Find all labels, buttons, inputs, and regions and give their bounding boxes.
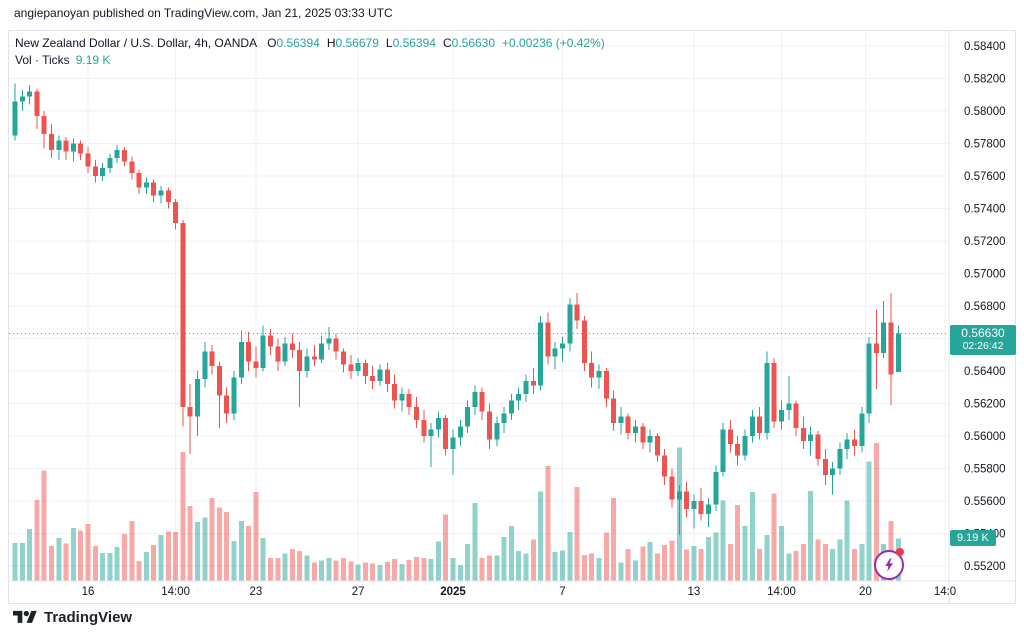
- chart-frame: 0.58400 0.58200 0.58000 0.57800 0.57600 0.574…: [8, 30, 1016, 604]
- svg-text:0.57800: 0.57800: [964, 139, 1006, 151]
- svg-text:0.55600: 0.55600: [964, 496, 1006, 508]
- svg-text:14:0: 14:0: [934, 586, 956, 598]
- svg-text:0.58400: 0.58400: [964, 41, 1006, 53]
- svg-text:16: 16: [82, 586, 95, 598]
- svg-text:27: 27: [352, 586, 365, 598]
- svg-text:0.57600: 0.57600: [964, 171, 1006, 183]
- symbol-title: New Zealand Dollar / U.S. Dollar, 4h, OA…: [15, 36, 258, 50]
- ohlc-close-label: C: [442, 36, 452, 50]
- svg-text:0.56000: 0.56000: [964, 431, 1006, 443]
- ohlc-close-value: 0.56630: [451, 36, 496, 50]
- tradingview-logo-icon: [13, 610, 37, 623]
- last-price-value: 0.56630: [961, 325, 1005, 340]
- ohlc-high-value: 0.56679: [335, 36, 379, 50]
- notification-dot: [896, 548, 904, 556]
- watermark-text: TradingView: [44, 609, 133, 626]
- attribution-text: angiepanoyan published on TradingView.co…: [14, 6, 393, 20]
- svg-text:0.56800: 0.56800: [964, 301, 1006, 313]
- lightning-bolt-icon: [885, 558, 893, 572]
- ohlc-open-value: 0.56394: [276, 36, 320, 50]
- ohlc-low-value: 0.56394: [392, 36, 436, 50]
- legend-symbol-row: New Zealand Dollar / U.S. Dollar, 4h, OA…: [15, 35, 605, 52]
- ohlc-high-label: H: [326, 36, 336, 50]
- svg-text:13: 13: [688, 586, 701, 598]
- tradingview-watermark[interactable]: TradingView: [13, 608, 132, 627]
- svg-text:0.58200: 0.58200: [964, 74, 1006, 86]
- ohlc-open-label: O: [267, 36, 277, 50]
- svg-text:0.55200: 0.55200: [964, 561, 1006, 573]
- legend-volume-row: Vol · Ticks 9.19 K: [15, 52, 605, 69]
- svg-text:14:00: 14:00: [161, 586, 190, 598]
- svg-text:0.56400: 0.56400: [964, 366, 1006, 378]
- volume-axis-badge: 9.19 K: [950, 529, 996, 546]
- volume-value: 9.19 K: [75, 53, 111, 67]
- ohlc-low-label: L: [385, 36, 393, 50]
- svg-text:14:00: 14:00: [767, 586, 796, 598]
- candlestick-chart-canvas[interactable]: 0.58400 0.58200 0.58000 0.57800 0.57600 0.574…: [9, 31, 1015, 603]
- svg-text:0.57000: 0.57000: [964, 269, 1006, 281]
- svg-text:2025: 2025: [440, 586, 466, 598]
- chart-legend: New Zealand Dollar / U.S. Dollar, 4h, OA…: [15, 35, 605, 69]
- volume-label: Vol · Ticks: [15, 53, 70, 67]
- svg-text:23: 23: [250, 586, 263, 598]
- change-value: +0.00236 (+0.42%): [502, 36, 605, 50]
- svg-text:20: 20: [859, 586, 872, 598]
- svg-text:0.57200: 0.57200: [964, 236, 1006, 248]
- svg-text:0.55800: 0.55800: [964, 464, 1006, 476]
- svg-text:0.58000: 0.58000: [964, 106, 1006, 118]
- svg-text:7: 7: [559, 586, 565, 598]
- svg-text:0.56200: 0.56200: [964, 399, 1006, 411]
- bar-countdown: 02:26:42: [962, 339, 1004, 352]
- last-price-badge: 0.56630 02:26:42: [950, 324, 1016, 355]
- svg-text:0.57400: 0.57400: [964, 204, 1006, 216]
